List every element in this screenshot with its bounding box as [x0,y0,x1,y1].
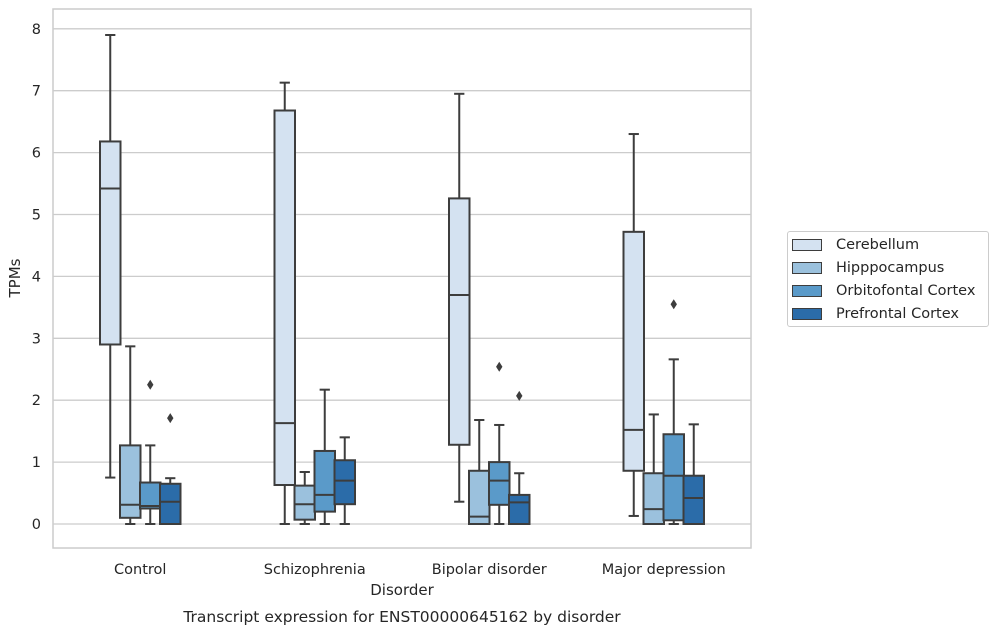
box-iqr [642,472,665,526]
legend-swatch-cerebellum [792,239,822,251]
y-tick-label: 1 [32,455,41,471]
legend-swatch-orbitofrontal-cortex [792,285,822,297]
legend-swatch-hippocampus [792,262,822,274]
box-0-2 [139,379,162,525]
box-iqr [508,493,531,526]
y-tick-label: 3 [32,331,41,347]
box-3-2 [662,299,685,525]
outlier-point [516,390,523,401]
plot-frame [52,8,752,549]
x-tick-label: Control [114,562,166,578]
y-tick-label: 5 [32,208,41,224]
box-1-0 [273,81,296,525]
legend-label: Orbitofontal Cortex [836,283,976,299]
box-0-0 [99,33,122,479]
x-axis-label: Disorder [370,581,434,599]
legend-item-cerebellum: Cerebellum [792,234,919,256]
box-3-1 [642,413,665,526]
box-2-3 [508,390,531,526]
y-axis-label: TPMs [6,258,24,298]
box-iqr [448,197,471,446]
box-iqr [313,449,336,513]
y-tick-label: 7 [32,84,41,100]
legend-label: Cerebellum [836,237,920,253]
x-tick-label: Schizophrenia [264,562,366,578]
outlier-point [167,413,174,424]
legend-item-orbitofrontal-cortex: Orbitofontal Cortex [792,280,975,302]
gridlines [53,28,751,525]
outlier-point [147,379,154,390]
boxes [99,33,705,526]
box-2-1 [468,419,491,525]
y-tick-label: 0 [32,517,41,533]
x-tick-labels: Control Schizophrenia Bipolar disorder Majo… [114,562,726,578]
legend-swatch-prefrontal-cortex [792,308,822,320]
y-tick-label: 4 [32,269,41,285]
legend-item-prefrontal-cortex: Prefrontal Cortex [792,303,959,325]
box-3-0 [622,133,645,517]
box-1-2 [313,388,336,525]
box-0-3 [159,413,182,526]
y-tick-labels: 0 1 2 3 4 5 6 7 8 [32,22,41,533]
box-iqr [139,481,162,510]
legend-label: Hipppocampus [836,260,945,276]
box-2-2 [488,361,511,525]
box-2-0 [448,92,471,503]
legend: Cerebellum Hipppocampus Orbitofontal Cor… [787,231,989,327]
legend-item-hippocampus: Hipppocampus [792,257,944,279]
box-iqr [333,459,356,506]
y-tick-label: 2 [32,393,41,409]
box-iqr [622,230,645,472]
outlier-point [670,299,677,310]
x-tick-label: Bipolar disorder [432,562,547,578]
box-1-1 [293,471,316,525]
box-iqr [119,444,142,519]
box-1-3 [333,436,356,525]
box-iqr [293,484,316,521]
y-tick-label: 8 [32,22,41,38]
y-tick-label: 6 [32,146,41,162]
box-iqr [159,482,182,526]
outlier-point [496,361,503,372]
chart-title: Transcript expression for ENST0000064516… [182,608,621,626]
box-iqr [99,140,122,346]
box-3-3 [682,423,705,525]
box-iqr [682,474,705,525]
box-iqr [488,461,511,506]
box-iqr [662,433,685,522]
box-iqr [273,109,296,487]
legend-label: Prefrontal Cortex [836,306,959,322]
box-0-1 [119,345,142,525]
x-tick-label: Major depression [602,562,726,578]
